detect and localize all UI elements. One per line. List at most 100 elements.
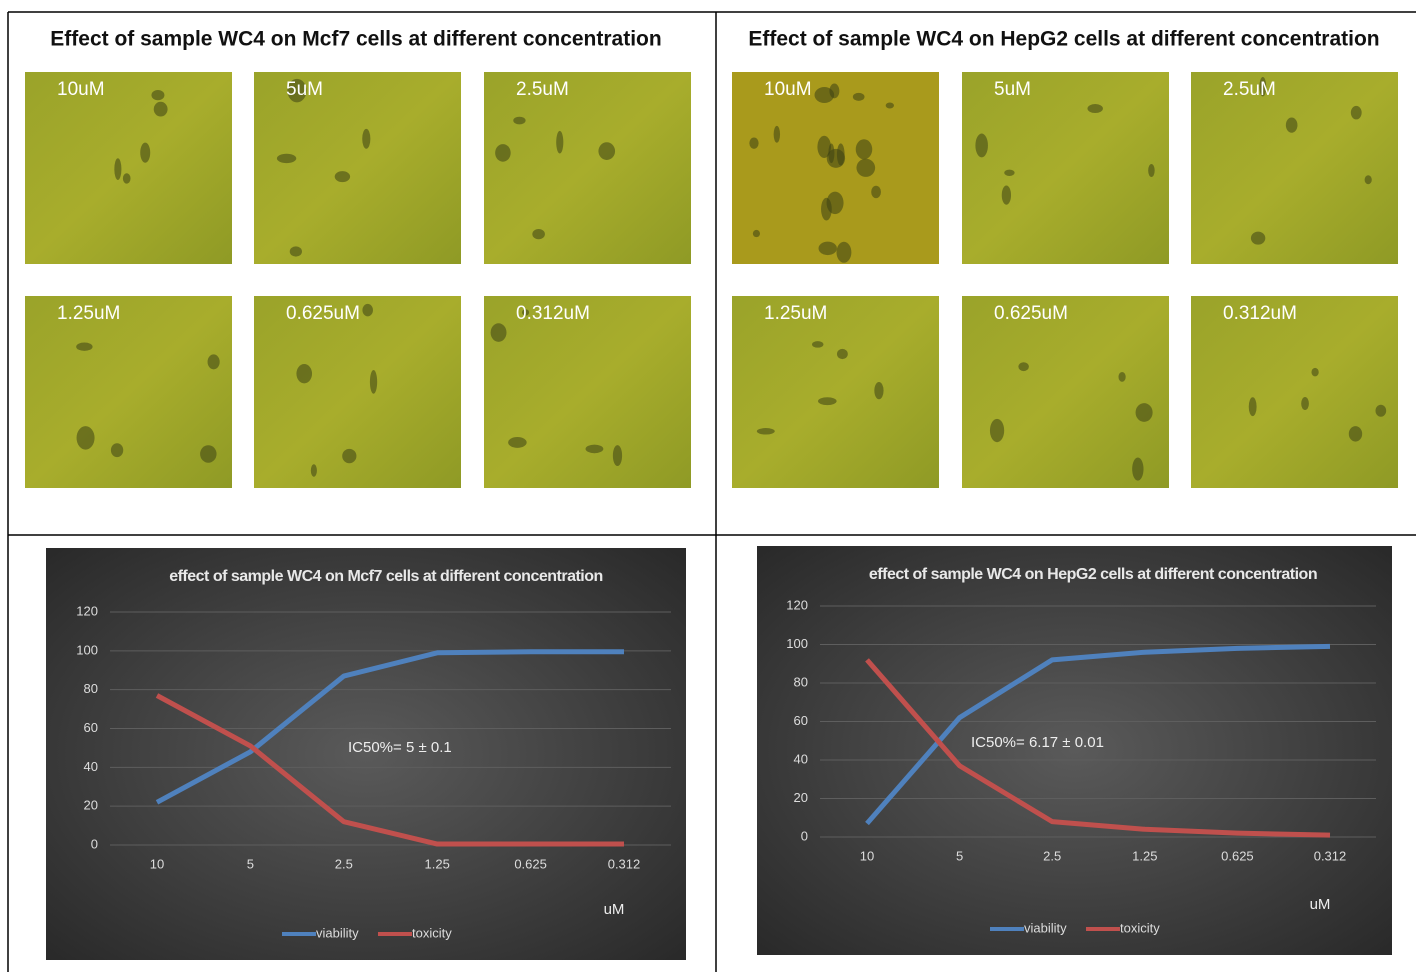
cell-cluster [871,186,881,198]
panel-title: Effect of sample WC4 on Mcf7 cells at di… [50,28,661,51]
y-tick-label: 20 [794,790,808,805]
image-label: 0.625uM [994,303,1068,324]
y-tick-label: 100 [76,642,98,657]
cell-cluster [362,304,373,316]
cell-cluster [757,428,775,435]
y-tick-label: 80 [84,681,98,696]
cell-cluster [1118,372,1125,382]
cell-cluster [1148,164,1154,177]
cell-cluster [753,230,760,237]
legend-label: viability [316,925,359,940]
cell-cluster [827,192,844,214]
cell-cluster [277,154,296,163]
cell-cluster [77,426,95,449]
x-tick-label: 1.25 [425,856,450,871]
cell-cluster [853,93,865,101]
cell-cluster [123,173,131,183]
x-tick-label: 0.625 [1221,848,1254,863]
image-label: 0.312uM [516,303,590,324]
cell-cluster [1132,458,1143,481]
cell-cluster [140,143,150,163]
y-tick-label: 40 [84,759,98,774]
y-tick-label: 120 [76,603,98,618]
cell-cluster [836,242,851,263]
cell-cluster [1018,362,1028,371]
cell-cluster [774,126,780,143]
image-label: 2.5uM [1223,79,1276,100]
cell-cluster [532,229,545,239]
micrograph [25,72,232,264]
cell-cluster [342,449,356,463]
cell-cluster [311,464,317,476]
cell-cluster [749,138,758,149]
micrograph [484,72,691,264]
cell-cluster [111,443,123,457]
micrograph [732,296,939,488]
image-label: 10uM [764,79,812,100]
cell-cluster [815,87,835,103]
cell-cluster [837,349,848,359]
cell-cluster [154,102,168,117]
cell-cluster [827,149,845,168]
cell-cluster [874,382,883,399]
annotation: IC50%= 5 ± 0.1 [348,739,452,756]
x-axis-label: uM [1310,896,1331,913]
cell-cluster [990,419,1004,442]
annotation: IC50%= 6.17 ± 0.01 [971,734,1104,751]
legend-label: viability [1024,920,1067,935]
cell-cluster [76,343,92,351]
figure: Effect of sample WC4 on Mcf7 cells at di… [0,0,1416,972]
cell-cluster [200,445,216,463]
x-tick-label: 0.312 [608,856,641,871]
y-tick-label: 0 [801,828,808,843]
micrograph [732,72,939,264]
x-axis-label: uM [604,901,625,918]
legend-label: toxicity [412,925,452,940]
micrograph [254,72,461,264]
image-label: 0.312uM [1223,303,1297,324]
cell-cluster [1087,104,1102,113]
y-tick-label: 60 [84,720,98,735]
cell-cluster [296,364,312,383]
x-tick-label: 1.25 [1132,848,1157,863]
y-tick-label: 0 [91,836,98,851]
cell-cluster [208,354,220,369]
cell-cluster [1286,118,1298,133]
cell-cluster [886,102,894,108]
x-tick-label: 0.625 [514,856,547,871]
cell-cluster [362,129,370,149]
x-tick-label: 5 [247,856,254,871]
cell-cluster [819,242,837,255]
cell-cluster [586,445,604,454]
cell-cluster [1349,426,1362,441]
cell-cluster [1375,405,1386,417]
cell-cluster [491,323,507,342]
x-tick-label: 2.5 [335,856,353,871]
cell-cluster [508,437,527,448]
y-tick-label: 20 [84,798,98,813]
cell-cluster [114,158,121,180]
chart-title: effect of sample WC4 on HepG2 cells at d… [869,566,1317,583]
cell-cluster [1365,175,1372,184]
x-tick-label: 2.5 [1043,848,1061,863]
cell-cluster [1136,403,1153,422]
cell-cluster [556,131,563,154]
cell-cluster [1004,170,1014,176]
micrograph [1191,296,1398,488]
cell-cluster [495,144,511,162]
cell-cluster [290,246,302,256]
cell-cluster [598,142,615,160]
x-tick-label: 0.312 [1314,848,1347,863]
cell-cluster [1351,106,1362,120]
image-label: 2.5uM [516,79,569,100]
image-label: 5uM [286,79,323,100]
y-tick-label: 40 [794,751,808,766]
cell-cluster [1301,397,1309,410]
y-tick-label: 60 [794,713,808,728]
cell-cluster [335,171,350,182]
image-label: 1.25uM [764,303,827,324]
cell-cluster [613,445,622,466]
cell-cluster [856,159,875,177]
cell-cluster [1249,397,1257,416]
panel-title: Effect of sample WC4 on HepG2 cells at d… [748,28,1379,51]
